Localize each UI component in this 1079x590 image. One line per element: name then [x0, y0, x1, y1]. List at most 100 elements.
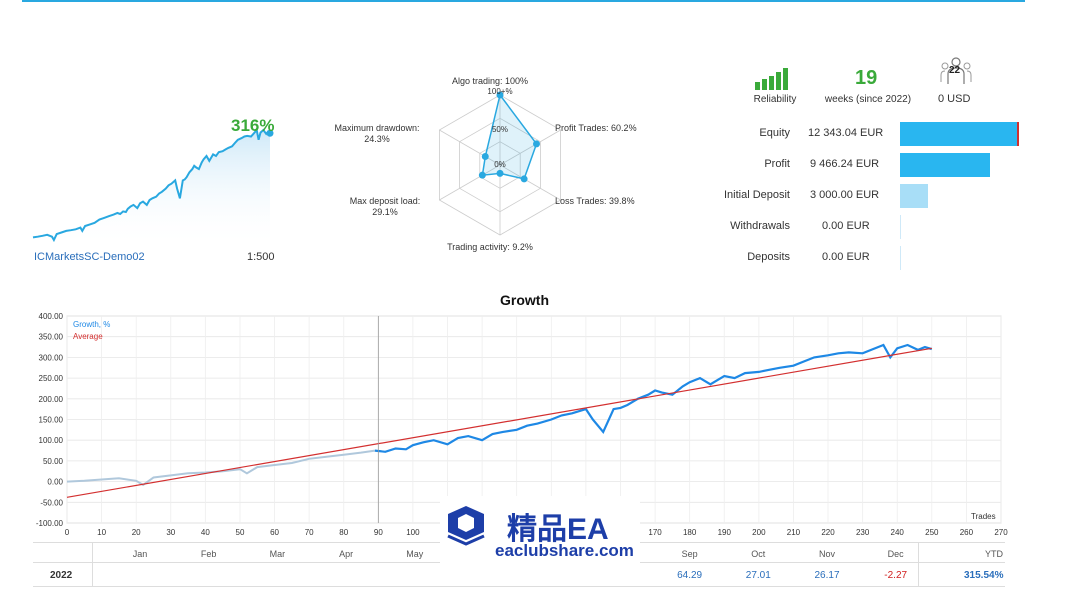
x-tick-label: 170: [648, 528, 662, 537]
watermark-url: eaclubshare.com: [495, 541, 634, 560]
x-tick-label: 90: [374, 528, 383, 537]
x-tick-label: 260: [960, 528, 974, 537]
weeks-value: 19: [855, 67, 878, 89]
x-tick-label: 70: [305, 528, 314, 537]
legend-growth: Growth, %: [73, 320, 110, 329]
radar-label-trading-activity: Trading activity: 9.2%: [447, 242, 533, 252]
x-axis-label: Trades: [971, 512, 996, 521]
radar-point: [481, 152, 489, 160]
table-col-divider-ytd: [918, 542, 919, 586]
bar-equity: [900, 122, 1019, 146]
radar-point: [496, 91, 504, 99]
month-value-dec: -2.27: [884, 570, 908, 581]
x-tick-label: 250: [925, 528, 939, 537]
leverage: 1:500: [247, 251, 275, 263]
x-tick-label: 30: [166, 528, 175, 537]
x-tick-label: 60: [270, 528, 279, 537]
x-tick-label: 190: [718, 528, 732, 537]
account-link[interactable]: ICMarketsSC-Demo02: [34, 251, 145, 263]
radar-point: [478, 171, 486, 179]
y-tick-label: 100.00: [39, 436, 64, 445]
x-tick-label: 20: [132, 528, 141, 537]
radar-spoke: [499, 129, 561, 166]
x-tick-label: 10: [97, 528, 106, 537]
x-tick-label: 180: [683, 528, 697, 537]
month-header-feb: Feb: [200, 549, 217, 559]
y-tick-label: -50.00: [40, 498, 63, 507]
average-series-line: [66, 347, 932, 498]
month-header-may: May: [406, 549, 424, 559]
subscribers-value: 0 USD: [938, 93, 971, 105]
bar-profit: [900, 153, 990, 177]
watermark-title: 精品EA: [507, 513, 609, 546]
bar-value-equity: 12 343.04 EUR: [808, 127, 884, 139]
bar-value-profit: 9 466.24 EUR: [810, 158, 880, 170]
x-tick-label: 270: [994, 528, 1008, 537]
watermark: 精品EA eaclubshare.com: [440, 496, 640, 564]
radar-label-max-drawdown: Maximum drawdown: 24.3%: [334, 123, 420, 144]
bar-label-deposits: Deposits: [747, 251, 790, 263]
watermark-logo-icon: [447, 506, 485, 546]
bar-label-equity: Equity: [759, 127, 790, 139]
month-value-sep: 64.29: [677, 570, 703, 581]
y-tick-label: 250.00: [39, 374, 64, 383]
bar-withdrawals: [900, 215, 901, 239]
bar-initial-deposit: [900, 184, 929, 208]
y-tick-label: 400.00: [39, 312, 64, 321]
bar-value-withdrawals: 0.00 EUR: [822, 220, 870, 232]
y-tick-label: -100.00: [36, 519, 64, 528]
bar-label-withdrawals: Withdrawals: [730, 220, 790, 232]
bar-label-initial-deposit: Initial Deposit: [723, 189, 790, 201]
y-tick-label: 350.00: [39, 333, 64, 342]
bar-value-deposits: 0.00 EUR: [822, 251, 870, 263]
month-header-sep: Sep: [681, 549, 698, 559]
subscribers-count: 22: [949, 65, 961, 76]
x-tick-label: 230: [856, 528, 870, 537]
month-header-dec: Dec: [887, 549, 904, 559]
growth-series-line: [374, 343, 933, 453]
y-tick-label: 0.00: [47, 478, 63, 487]
radar-tick-100: 100+%: [487, 87, 512, 96]
radar-point: [496, 169, 504, 177]
radar-point: [532, 140, 540, 148]
reliability-icon: [755, 68, 788, 90]
ytd-header: YTD: [985, 549, 1003, 559]
radar-label-algo: Algo trading: 100%: [451, 76, 529, 86]
y-tick-label: 50.00: [43, 457, 64, 466]
month-header-oct: Oct: [751, 549, 766, 559]
x-tick-label: 240: [891, 528, 905, 537]
growth-series-line-pre: [66, 449, 376, 487]
chart-title: Growth: [500, 292, 549, 308]
legend-average: Average: [73, 332, 103, 341]
top-accent-line: [22, 0, 1025, 2]
month-value-oct: 27.01: [745, 570, 771, 581]
radar-label-max-deposit-load: Max deposit load: 29.1%: [349, 196, 421, 217]
y-tick-label: 150.00: [39, 416, 64, 425]
ytd-value: 315.54%: [964, 570, 1004, 581]
x-tick-label: 50: [236, 528, 245, 537]
bar-label-profit: Profit: [764, 158, 790, 170]
radar-spoke: [439, 129, 501, 166]
mini-growth-chart: [32, 127, 274, 248]
radar-label-loss-trades: Loss Trades: 39.8%: [555, 196, 635, 206]
x-tick-label: 80: [339, 528, 348, 537]
month-header-mar: Mar: [269, 549, 286, 559]
month-header-jan: Jan: [132, 549, 148, 559]
table-col-divider: [92, 542, 93, 586]
growth-percent: 316%: [231, 116, 275, 135]
month-header-nov: Nov: [818, 549, 835, 559]
x-tick-label: 0: [65, 528, 70, 537]
table-divider-bottom: [33, 586, 1005, 587]
radar-spoke: [439, 164, 501, 201]
y-tick-label: 300.00: [39, 353, 64, 362]
reliability-label: Reliability: [753, 94, 797, 105]
x-tick-label: 200: [752, 528, 766, 537]
x-tick-label: 40: [201, 528, 210, 537]
month-header-apr: Apr: [339, 549, 354, 559]
table-year: 2022: [50, 570, 73, 581]
subscribers-icon: [940, 57, 972, 84]
bar-deposits: [900, 246, 901, 270]
radar-label-profit-trades: Profit Trades: 60.2%: [555, 123, 637, 133]
radar-chart: 100+% 50% 0%: [438, 87, 562, 236]
radar-point: [520, 175, 528, 183]
